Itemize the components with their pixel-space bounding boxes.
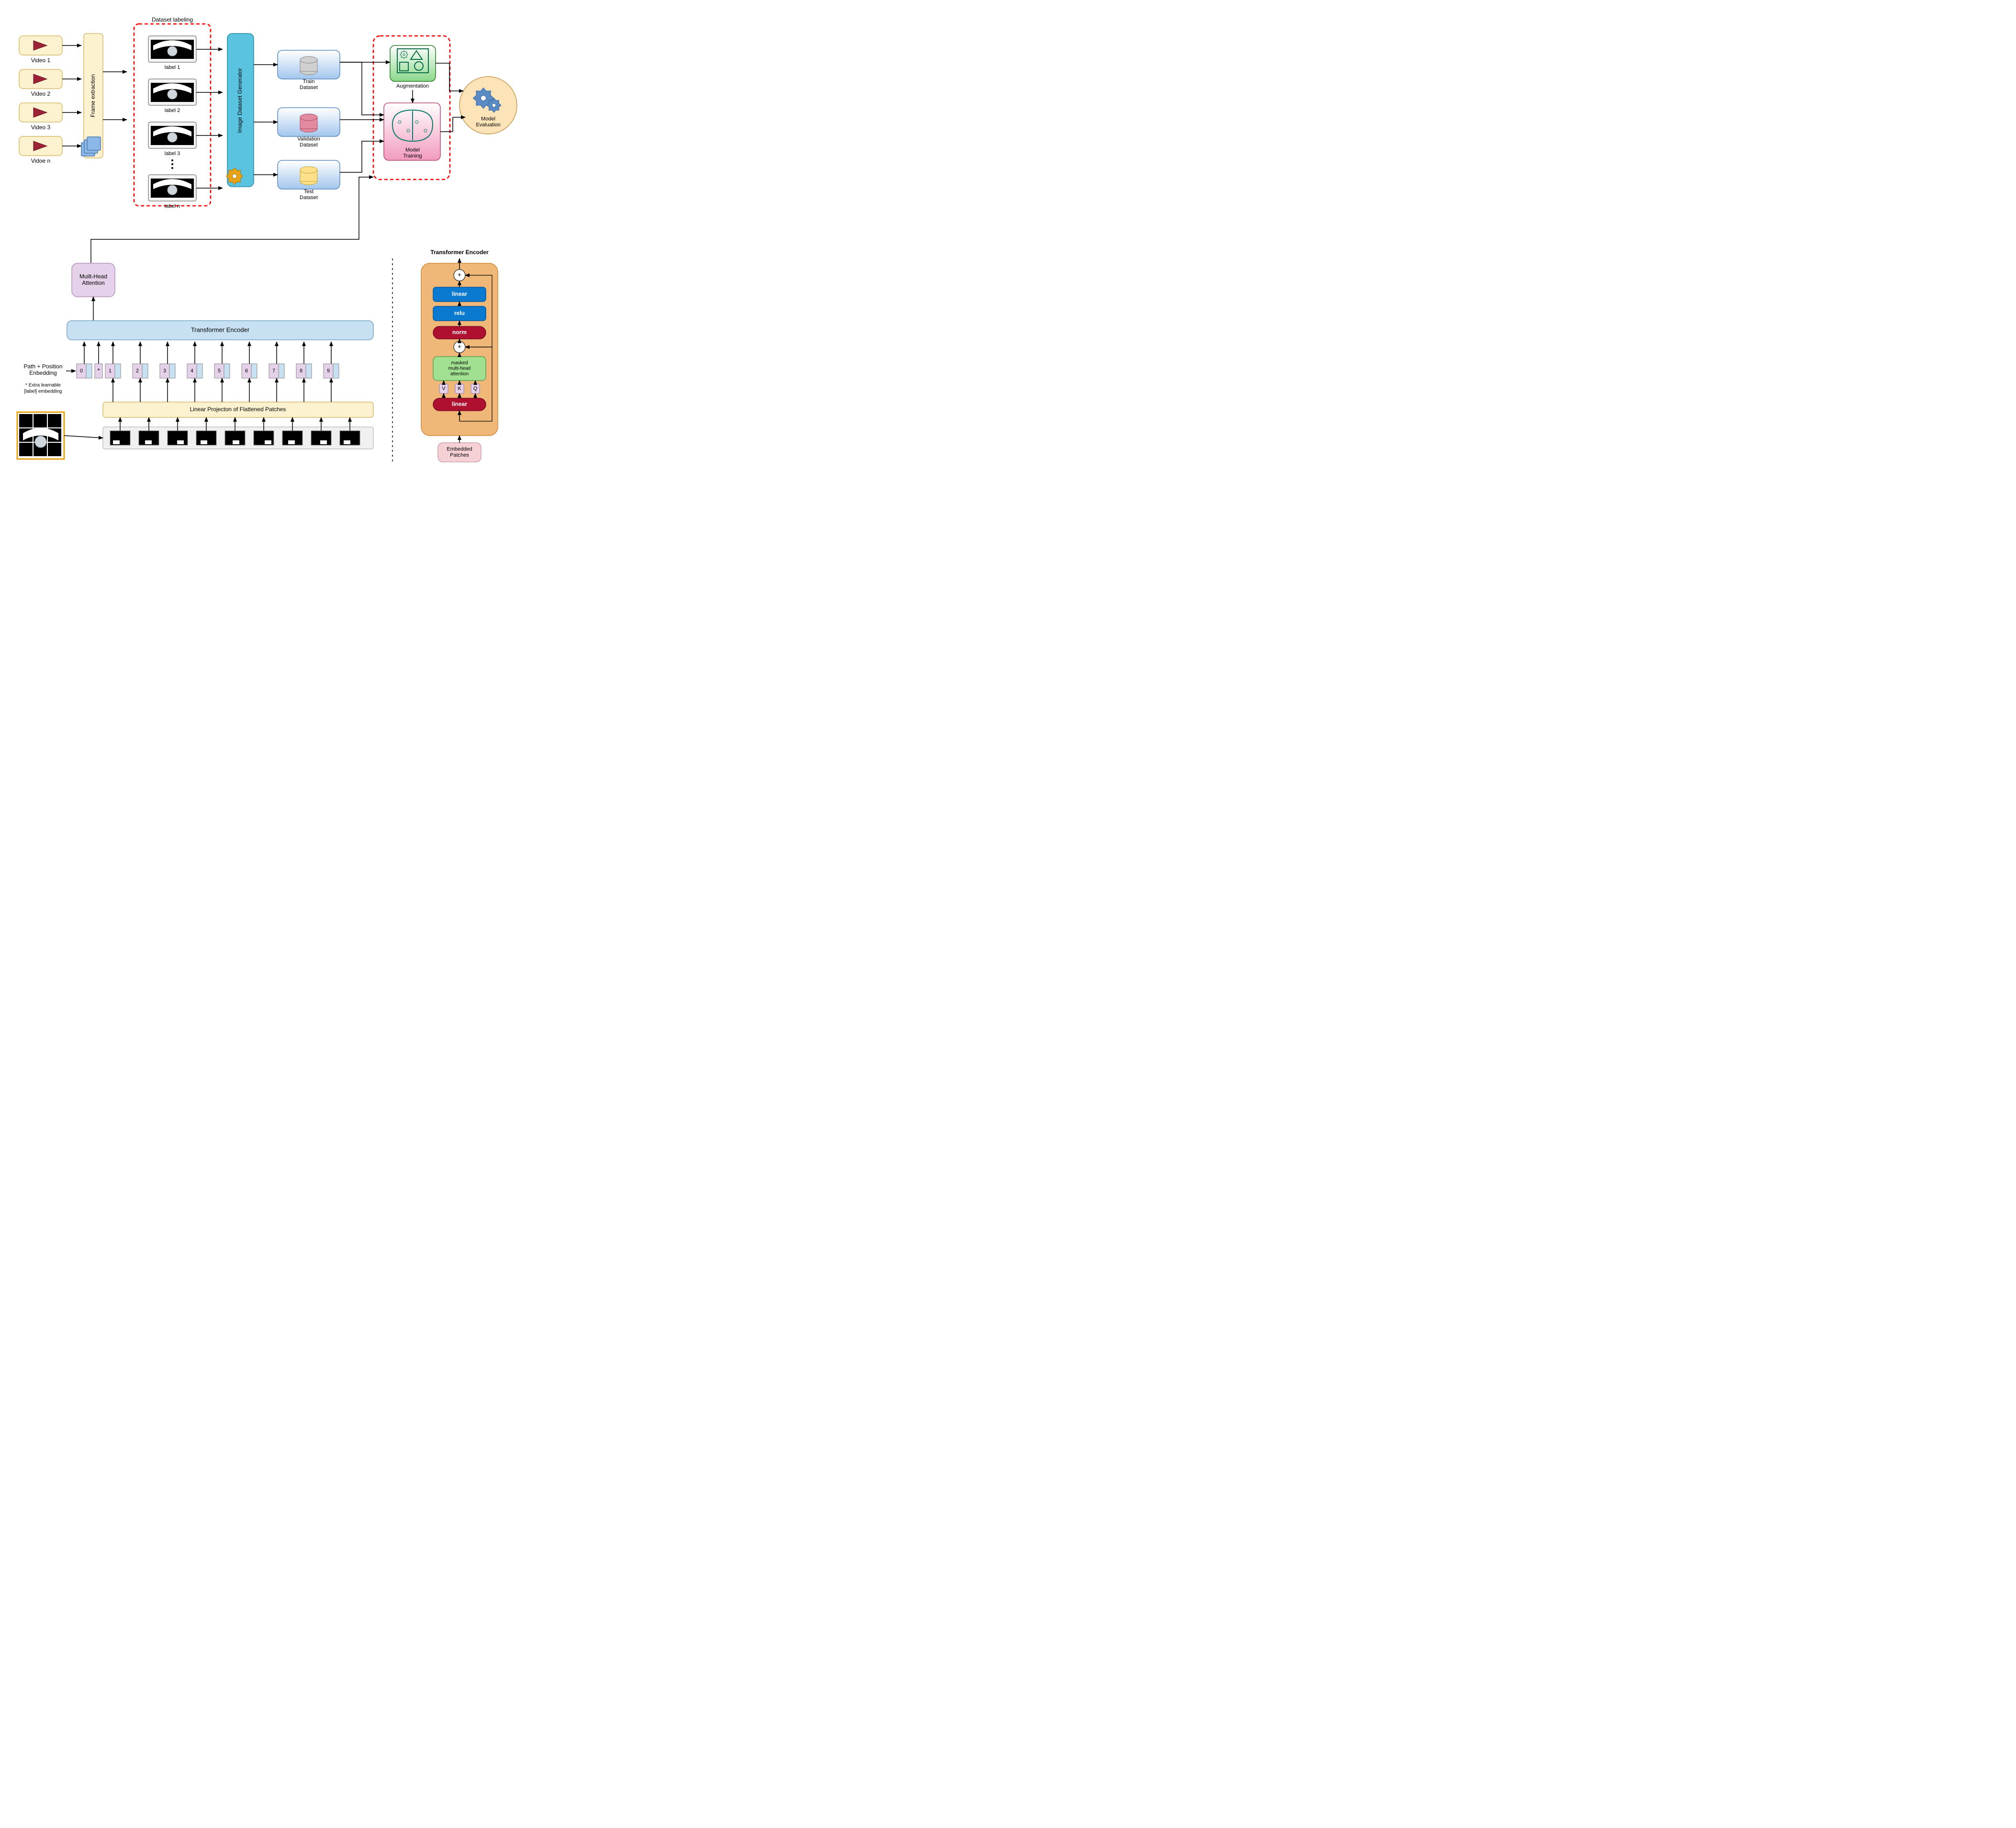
label: 3 [163,368,166,374]
cube [87,137,101,150]
label: 7 [272,368,275,374]
label: * Extra learnable [25,383,61,388]
label: 9 [327,368,330,374]
label: Dataset [300,195,318,201]
frame-extraction-label: Frame extraction [90,74,96,117]
dataset-label: label 1 [165,65,180,70]
dataset-label: label 3 [165,151,180,157]
dataset-label: label n [165,203,180,209]
label: norm [452,329,467,336]
augmentation-label: Augmentation [396,83,429,89]
label: + [458,343,461,350]
model-training-label: Model [405,147,420,153]
label: + [458,271,461,279]
label: 4 [190,368,193,374]
embedded-patches-label: Patches [450,452,469,458]
label: 0 [80,368,83,374]
generator-label: Image Dataset Generator [236,68,243,133]
label: Q [473,386,478,392]
label: 6 [245,368,248,374]
label: masked [451,360,468,366]
embedding-label: Enbedding [29,370,56,376]
label: linear [452,291,467,297]
label: attention [450,371,469,377]
dataset-labeling-title: Dataset labeling [152,16,193,23]
label: [label] embedding [24,389,62,394]
label: Train [303,79,315,85]
label: Dataset [300,142,318,148]
linear-projection-label: Linear Projecton of Flattened Patches [190,406,286,413]
label: Dataset [300,85,318,90]
label: Validation [297,136,320,142]
label: relu [454,310,465,316]
label: Test [304,189,314,195]
video-label: Video 3 [31,124,51,131]
label: 5 [218,368,221,374]
dataset-label: label 2 [165,108,180,113]
label: 8 [300,368,302,374]
label: 2 [136,368,139,374]
embedding-label: Path + Position [23,363,62,370]
label: linear [452,401,467,407]
mha-label: Attention [82,280,104,286]
label: 1 [109,368,112,374]
label: * [97,367,100,374]
evaluation-label: Model [481,116,495,122]
label: multi-head [448,366,471,371]
video-label: Video 1 [31,57,51,64]
mha-label: Muilt-Head [79,273,107,280]
transformer-encoder-label: Transformer Encoder [191,326,250,333]
evaluation-label: Evaluation [476,122,500,128]
embedded-patches-label: Embedded [447,447,472,452]
label: V [442,386,446,392]
model-training-label: Training [403,153,422,159]
architecture-diagram: Video 1 Video 2 Video 3 Vidoe n Frame extrac… [10,10,526,479]
label: K [458,386,461,392]
video-label: Vidoe n [31,157,50,164]
video-label: Video 2 [31,90,51,97]
encoder-detail-title: Transformer Encoder [430,249,489,256]
